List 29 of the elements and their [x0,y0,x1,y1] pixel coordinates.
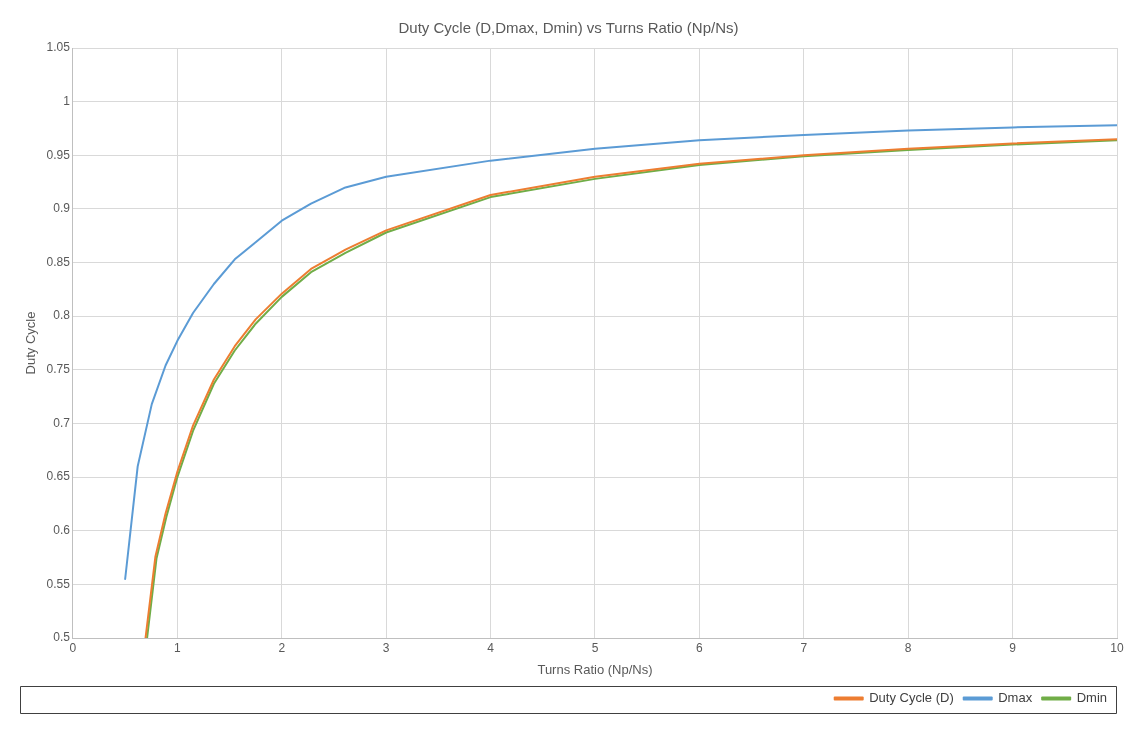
y-tick-label: 0.6 [53,523,71,538]
y-axis-title: Duty Cycle [23,311,39,375]
x-tick-label: 3 [382,640,390,655]
x-tick-label: 2 [278,640,286,655]
y-tick-label: 0.5 [53,630,71,645]
legend-label: Dmin [1076,690,1108,706]
legend-label: Dmax [998,690,1033,706]
y-tick-label: 0.7 [53,415,71,430]
x-tick-label: 6 [696,640,704,655]
x-tick-label: 0 [69,640,77,655]
y-tick-label: 0.65 [46,469,71,484]
y-tick-label: 0.95 [46,147,71,162]
y-tick-label: 0.85 [46,254,71,269]
x-tick-label: 1 [174,640,182,655]
y-tick-label: 0.55 [46,576,71,591]
chart-title: Duty Cycle (D,Dmax, Dmin) vs Turns Ratio (Np/Ns) [398,19,739,37]
x-axis-title: Turns Ratio (Np/Ns) [537,661,653,677]
x-tick-label: 10 [1110,640,1124,655]
y-tick-label: 0.9 [53,201,71,216]
x-tick-label: 7 [800,640,808,655]
y-tick-label: 0.75 [46,362,71,377]
y-tick-label: 1 [63,93,71,108]
x-tick-label: 9 [1009,640,1017,655]
legend-label: Duty Cycle (D) [869,690,954,706]
x-tick-label: 4 [487,640,495,655]
x-tick-label: 5 [591,640,599,655]
y-tick-label: 1.05 [46,40,71,55]
x-tick-label: 8 [904,640,912,655]
y-tick-label: 0.8 [53,308,71,323]
